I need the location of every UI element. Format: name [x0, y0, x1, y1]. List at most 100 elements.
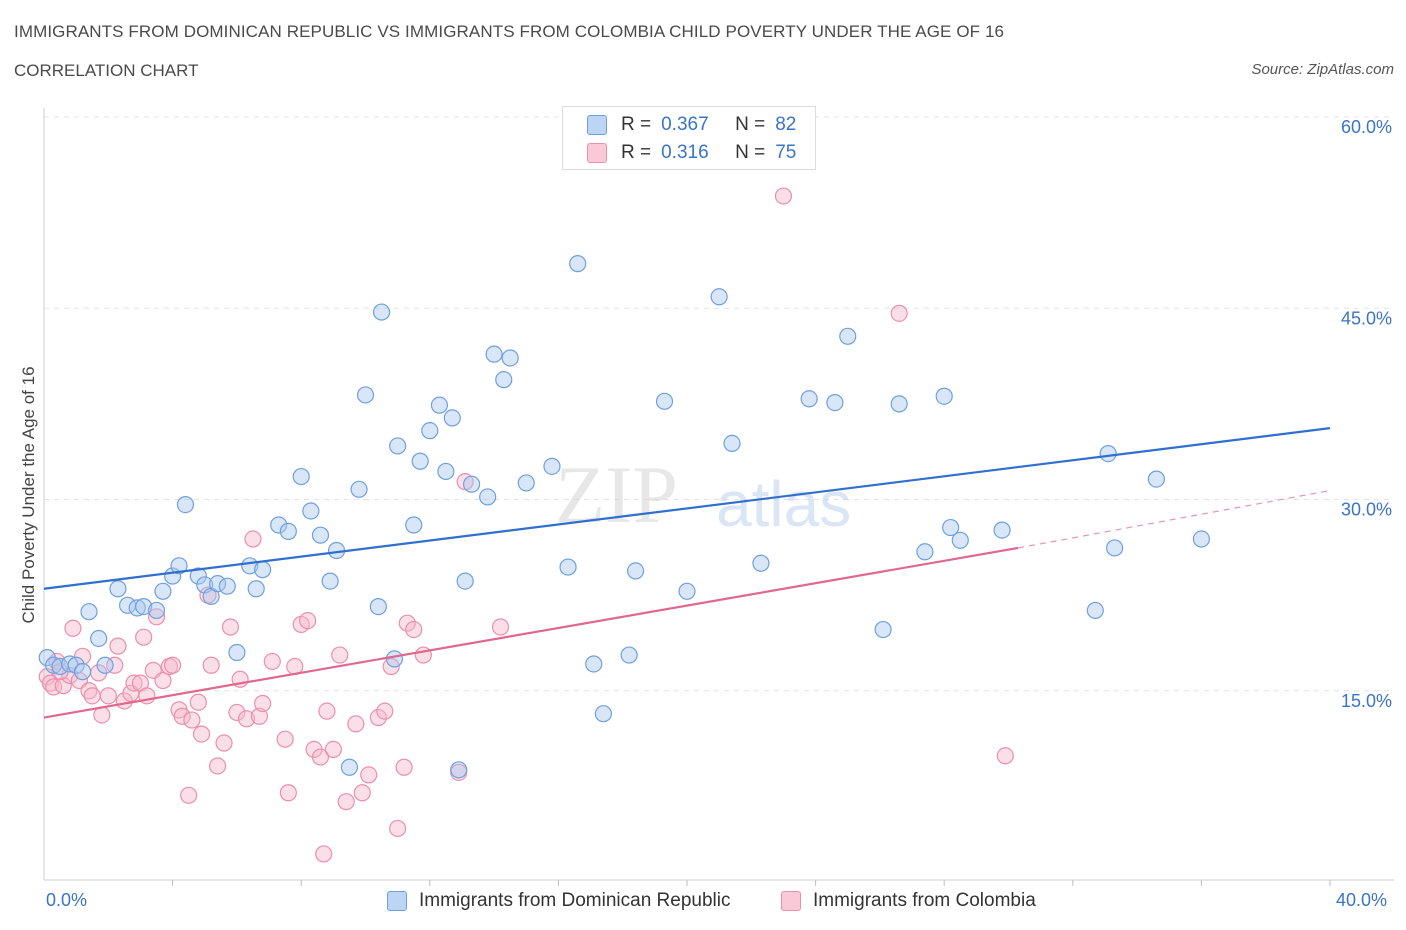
series-dominican-points [38, 255, 1211, 779]
data-point-colombia [221, 618, 240, 636]
y-tick-label: 15.0% [1341, 691, 1392, 711]
data-point-dominican [340, 758, 359, 776]
data-point-dominican [73, 663, 92, 681]
data-point-dominican [1099, 445, 1117, 463]
data-point-dominican [620, 646, 638, 664]
source-label: Source: ZipAtlas.com [1251, 61, 1394, 78]
legend-label: Immigrants from Colombia [813, 890, 1036, 911]
data-point-colombia [774, 187, 793, 205]
data-point-dominican [826, 394, 844, 412]
data-point-colombia [154, 671, 172, 690]
data-point-colombia [83, 687, 101, 705]
data-point-dominican [655, 392, 674, 410]
data-point-dominican [495, 371, 513, 389]
r-label: R = [621, 142, 652, 163]
data-point-dominican [96, 656, 114, 674]
data-point-dominican [456, 572, 474, 590]
data-point-dominican [916, 543, 934, 561]
legend-swatch-pink [587, 143, 607, 163]
data-point-colombia [64, 619, 82, 637]
data-point-dominican [292, 467, 310, 486]
data-point-colombia [192, 725, 211, 743]
correlation-legend: R = 0.367 N = 82 R = 0.316 N = 75 [562, 106, 816, 170]
data-point-dominican [270, 516, 288, 534]
data-point-colombia [173, 707, 191, 725]
data-point-colombia [54, 677, 72, 695]
grid-lines [44, 116, 1394, 692]
data-point-colombia [369, 708, 387, 727]
data-point-dominican [385, 650, 404, 668]
data-point-dominican [993, 521, 1011, 539]
data-point-dominican [485, 345, 503, 363]
data-point-dominican [209, 575, 227, 593]
data-point-dominican [874, 620, 892, 639]
data-point-dominican [517, 474, 535, 492]
data-point-dominican [890, 395, 908, 413]
data-point-dominican [421, 422, 439, 440]
data-point-dominican [462, 475, 481, 493]
data-point-colombia [315, 845, 333, 863]
trend-line-colombia [43, 546, 1019, 719]
data-point-colombia [244, 530, 262, 548]
data-point-dominican [405, 516, 423, 534]
data-point-colombia [324, 740, 342, 759]
legend-item-colombia[interactable]: Immigrants from Colombia [781, 890, 1036, 912]
data-point-colombia [106, 656, 124, 674]
data-point-colombia [125, 674, 143, 692]
data-point-colombia [279, 784, 297, 802]
series-legend: Immigrants from Dominican Republic Immig… [0, 888, 1406, 916]
data-point-dominican [1086, 601, 1104, 620]
data-point-dominican [501, 349, 519, 367]
data-point-colombia [376, 702, 394, 720]
legend-row-dominican: R = 0.367 N = 82 [587, 113, 796, 137]
data-point-colombia [996, 747, 1014, 765]
data-point-dominican [128, 599, 146, 617]
data-point-colombia [80, 682, 98, 700]
data-point-dominican [479, 488, 497, 506]
data-point-colombia [337, 793, 355, 811]
trend-line-dominican [43, 427, 1331, 590]
r-value: 0.316 [661, 142, 709, 163]
legend-swatch-pink [781, 891, 801, 911]
data-point-dominican [951, 531, 969, 549]
data-point-dominican [350, 480, 368, 498]
data-point-dominican [321, 572, 339, 590]
data-point-colombia [183, 711, 201, 729]
data-point-dominican [430, 396, 449, 414]
legend-item-dominican[interactable]: Immigrants from Dominican Republic [387, 890, 731, 912]
data-point-dominican [228, 643, 246, 662]
data-point-colombia [147, 608, 166, 626]
data-point-colombia [135, 628, 153, 646]
y-axis-label: Child Poverty Under the Age of 16 [19, 366, 38, 623]
x-tick-label-min: 0.0% [46, 890, 88, 910]
data-point-colombia [263, 652, 281, 671]
data-point-dominican [585, 655, 603, 673]
data-point-dominican [389, 437, 407, 455]
data-point-colombia [276, 730, 294, 748]
data-point-colombia [237, 710, 256, 728]
data-point-colombia [73, 647, 92, 665]
data-point-dominican [1105, 539, 1124, 557]
y-tick-label: 45.0% [1341, 308, 1392, 328]
data-point-colombia [109, 637, 127, 655]
data-point-colombia [353, 784, 371, 802]
data-point-dominican [247, 580, 265, 598]
data-point-dominican [311, 526, 330, 544]
data-point-dominican [839, 327, 857, 345]
data-point-dominican [594, 705, 613, 723]
data-point-colombia [254, 694, 272, 713]
data-point-dominican [176, 496, 195, 514]
data-point-dominican [154, 582, 172, 600]
data-point-colombia [331, 646, 349, 664]
r-label: R = [621, 114, 652, 135]
data-point-dominican [543, 457, 561, 475]
data-point-colombia [299, 612, 317, 630]
n-label: N = [735, 142, 766, 163]
data-point-dominican [710, 288, 728, 306]
data-point-dominican [752, 554, 770, 572]
axes [43, 108, 1394, 886]
data-point-dominican [279, 522, 297, 540]
legend-swatch-blue [387, 891, 407, 911]
data-point-colombia [398, 614, 416, 632]
